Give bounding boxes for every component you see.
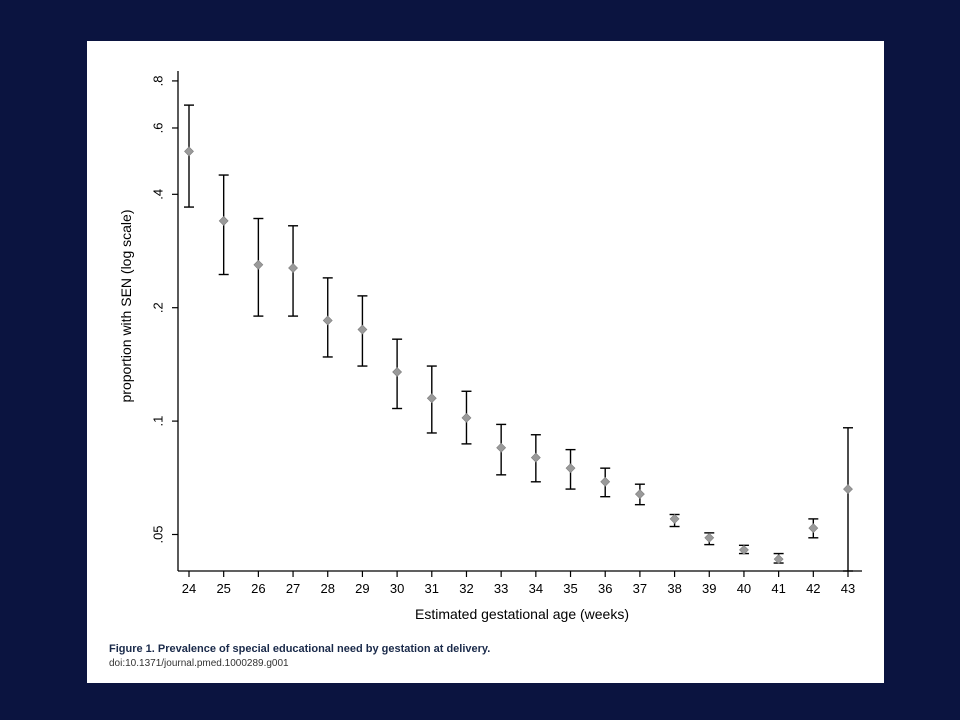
data-point: [461, 412, 472, 423]
x-tick-label: 35: [563, 581, 577, 596]
x-tick-label: 36: [598, 581, 612, 596]
data-point: [739, 544, 749, 555]
x-tick-label: 27: [286, 581, 300, 596]
data-point: [530, 452, 541, 463]
x-tick-label: 32: [459, 581, 473, 596]
data-point: [600, 476, 611, 487]
x-tick-label: 25: [216, 581, 230, 596]
y-tick-label: .2: [150, 302, 165, 313]
x-tick-label: 38: [667, 581, 681, 596]
plot-area: [184, 104, 853, 572]
x-tick-label: 43: [841, 581, 855, 596]
y-tick-label: .8: [150, 75, 165, 86]
data-point: [288, 263, 298, 273]
x-tick-label: 42: [806, 581, 820, 596]
data-point: [426, 393, 437, 404]
data-point: [808, 523, 819, 534]
figure-panel: .05 .1 .2 .4 .6 .8 proportion with SEN (log s…: [87, 41, 884, 683]
x-tick-label: 28: [321, 581, 335, 596]
data-point: [253, 259, 264, 270]
x-tick-label: 26: [251, 581, 265, 596]
x-tick-label: 39: [702, 581, 716, 596]
data-point: [843, 484, 853, 495]
x-tick-label: 37: [633, 581, 647, 596]
data-point: [184, 146, 194, 157]
y-tick-label: .1: [150, 416, 165, 427]
data-point: [773, 554, 784, 565]
data-point: [322, 315, 333, 326]
figure-doi: doi:10.1371/journal.pmed.1000289.g001: [109, 658, 289, 669]
y-tick-label: .6: [150, 123, 165, 134]
data-point: [565, 463, 576, 474]
y-axis: .05 .1 .2 .4 .6 .8 proportion with SEN (log s…: [118, 71, 179, 571]
y-tick-label: .05: [150, 525, 165, 543]
x-tick-label: 30: [390, 581, 404, 596]
x-tick-label: 41: [771, 581, 785, 596]
x-tick-label: 31: [425, 581, 439, 596]
x-tick-label: 34: [529, 581, 543, 596]
data-point: [357, 324, 368, 335]
y-ticks: .05 .1 .2 .4 .6 .8: [150, 75, 178, 544]
data-point: [704, 532, 715, 543]
x-axis: 24 25 26 27 28 29 30 31 32 33 34 35 36 37 38 39 40 41 42 43…: [178, 570, 862, 622]
x-tick-label: 29: [355, 581, 369, 596]
x-axis-label: Estimated gestational age (weeks): [415, 606, 629, 622]
y-axis-label: proportion with SEN (log scale): [118, 210, 134, 403]
data-point: [496, 442, 507, 453]
x-tick-label: 40: [737, 581, 751, 596]
data-point: [634, 489, 645, 500]
x-tick-label: 33: [494, 581, 508, 596]
x-ticks: 24 25 26 27 28 29 30 31 32 33 34 35 36 37 38 39 40 41 42 43: [182, 571, 855, 596]
figure-caption-title: Figure 1. Prevalence of special educatio…: [109, 643, 491, 655]
data-point: [218, 215, 229, 226]
data-point: [669, 513, 680, 524]
y-tick-label: .4: [150, 189, 165, 200]
data-point: [392, 367, 403, 377]
x-tick-label: 24: [182, 581, 196, 596]
chart: .05 .1 .2 .4 .6 .8 proportion with SEN (log s…: [118, 71, 862, 622]
